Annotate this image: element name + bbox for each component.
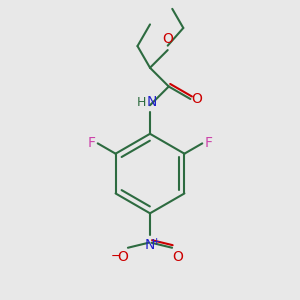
Text: −: − <box>110 250 121 262</box>
Text: H: H <box>137 96 146 110</box>
Text: +: + <box>152 237 161 247</box>
Text: N: N <box>146 95 157 110</box>
Text: O: O <box>172 250 183 264</box>
Text: O: O <box>191 92 202 106</box>
Text: N: N <box>145 238 155 252</box>
Text: O: O <box>162 32 173 46</box>
Text: F: F <box>204 136 212 150</box>
Text: F: F <box>88 136 96 150</box>
Text: O: O <box>117 250 128 264</box>
